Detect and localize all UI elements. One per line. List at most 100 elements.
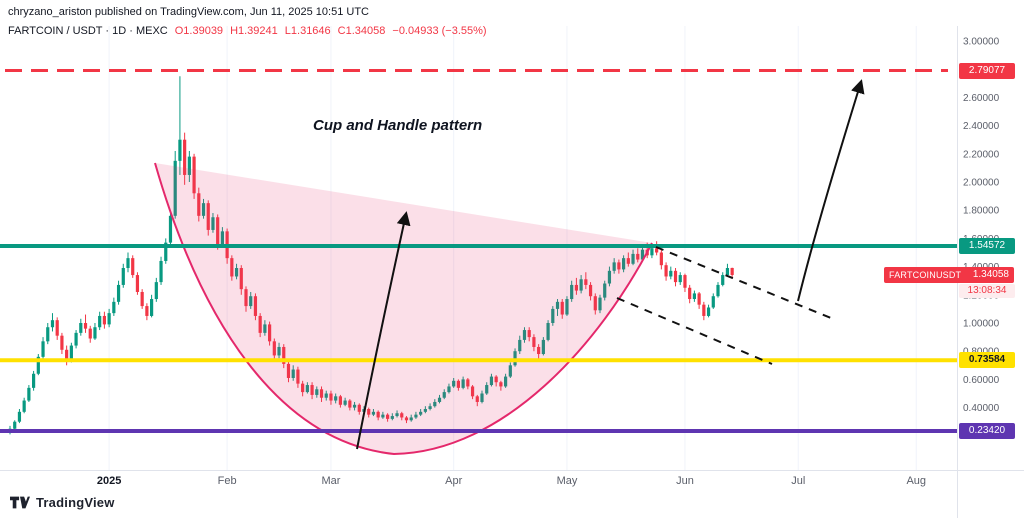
candle[interactable]: [135, 272, 140, 295]
target-projection-arrow[interactable]: [797, 79, 865, 302]
candle[interactable]: [343, 397, 347, 407]
candlestick-series[interactable]: [8, 76, 734, 435]
candle[interactable]: [197, 187, 201, 222]
candle[interactable]: [268, 321, 272, 346]
candle[interactable]: [546, 320, 550, 342]
candle[interactable]: [390, 413, 394, 421]
candle[interactable]: [305, 382, 309, 394]
candle[interactable]: [371, 409, 376, 417]
candle[interactable]: [36, 354, 40, 376]
candle[interactable]: [112, 297, 116, 316]
candle[interactable]: [150, 294, 154, 318]
candle[interactable]: [220, 227, 224, 247]
candle[interactable]: [93, 323, 97, 340]
cup-breakout-arrow[interactable]: [356, 211, 411, 450]
candle[interactable]: [574, 277, 578, 295]
candle[interactable]: [329, 390, 333, 405]
candle[interactable]: [470, 385, 475, 400]
candle[interactable]: [612, 258, 616, 274]
tradingview-attribution[interactable]: TradingView: [10, 495, 115, 510]
candle[interactable]: [386, 413, 390, 422]
candle[interactable]: [673, 268, 678, 287]
candle[interactable]: [352, 401, 357, 411]
candle[interactable]: [423, 406, 427, 414]
candle[interactable]: [541, 337, 545, 356]
candle[interactable]: [683, 273, 687, 292]
candle[interactable]: [560, 299, 564, 319]
candle[interactable]: [107, 308, 111, 328]
candle[interactable]: [494, 375, 498, 387]
candle[interactable]: [730, 267, 734, 279]
candle[interactable]: [603, 280, 607, 301]
candle[interactable]: [277, 342, 281, 359]
candle[interactable]: [688, 284, 692, 304]
candle[interactable]: [102, 311, 106, 329]
candle[interactable]: [414, 411, 418, 419]
candle[interactable]: [725, 263, 730, 277]
candle[interactable]: [504, 373, 508, 388]
candle[interactable]: [74, 330, 78, 349]
candle[interactable]: [631, 249, 635, 266]
candle[interactable]: [211, 213, 215, 233]
candle[interactable]: [702, 301, 706, 321]
candle[interactable]: [400, 411, 404, 421]
candle[interactable]: [315, 386, 319, 398]
candle[interactable]: [404, 416, 409, 424]
candle[interactable]: [678, 272, 682, 285]
candle[interactable]: [13, 420, 17, 431]
candle[interactable]: [41, 337, 45, 360]
handle-upper-trendline[interactable]: [655, 246, 832, 319]
candle[interactable]: [131, 255, 135, 278]
candle[interactable]: [551, 306, 555, 326]
candle[interactable]: [249, 291, 253, 309]
candle[interactable]: [296, 366, 300, 388]
candle[interactable]: [626, 252, 630, 267]
candle[interactable]: [442, 389, 446, 400]
candle[interactable]: [168, 210, 173, 246]
candle[interactable]: [98, 311, 102, 331]
candle[interactable]: [419, 409, 423, 417]
candle[interactable]: [433, 399, 437, 408]
candle[interactable]: [301, 380, 305, 397]
candle[interactable]: [145, 303, 149, 321]
candle[interactable]: [60, 332, 64, 355]
candle[interactable]: [697, 291, 701, 309]
candle[interactable]: [126, 252, 130, 273]
candle[interactable]: [593, 293, 597, 315]
candle[interactable]: [555, 299, 560, 316]
candle[interactable]: [409, 414, 413, 422]
handle-lower-trendline[interactable]: [616, 297, 773, 365]
candle[interactable]: [55, 317, 59, 340]
candle[interactable]: [537, 344, 541, 360]
candle[interactable]: [532, 334, 536, 352]
candle[interactable]: [579, 275, 583, 294]
candle[interactable]: [159, 256, 163, 285]
candle[interactable]: [116, 280, 121, 305]
candle[interactable]: [27, 385, 31, 402]
candle[interactable]: [711, 293, 715, 309]
candle[interactable]: [348, 399, 352, 411]
candle[interactable]: [527, 327, 531, 342]
candle[interactable]: [310, 382, 314, 400]
candle[interactable]: [183, 132, 187, 185]
candle[interactable]: [716, 282, 720, 298]
candle[interactable]: [83, 314, 88, 333]
symbol-title[interactable]: FARTCOIN / USDT · 1D · MEXC: [8, 25, 168, 37]
candle[interactable]: [357, 403, 361, 415]
candle[interactable]: [367, 407, 371, 418]
candle[interactable]: [154, 277, 158, 302]
candle[interactable]: [258, 313, 262, 338]
candle[interactable]: [192, 153, 196, 199]
candle[interactable]: [565, 296, 569, 316]
candle[interactable]: [178, 76, 182, 175]
candle[interactable]: [489, 373, 494, 387]
candle[interactable]: [461, 376, 465, 390]
candle[interactable]: [480, 390, 484, 404]
candle[interactable]: [499, 380, 503, 391]
candle[interactable]: [173, 150, 177, 219]
pattern-annotation[interactable]: Cup and Handle pattern: [313, 117, 483, 134]
candle[interactable]: [140, 289, 144, 309]
candle[interactable]: [239, 265, 243, 295]
target-price-label[interactable]: 2.79077: [959, 62, 1015, 79]
candle[interactable]: [32, 370, 36, 391]
